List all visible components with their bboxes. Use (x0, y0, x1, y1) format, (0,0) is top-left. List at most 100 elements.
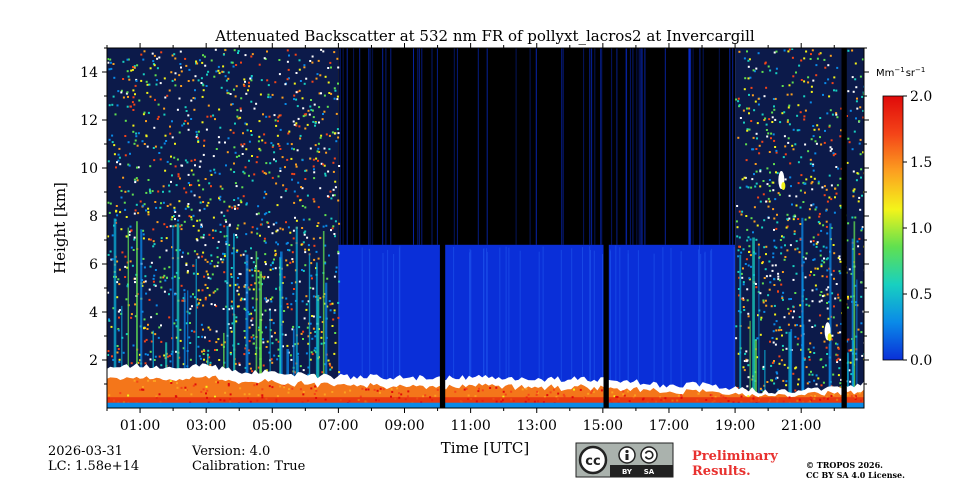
noise-speck (224, 219, 227, 221)
noise-speck (329, 368, 332, 371)
noise-speck (276, 204, 279, 207)
noise-speck (196, 306, 199, 309)
noise-speck (830, 184, 833, 187)
aerosol-speck (398, 392, 400, 395)
noise-speck (766, 183, 769, 186)
noise-speck (765, 123, 768, 126)
noise-speck (115, 166, 117, 169)
noise-speck (745, 185, 748, 188)
aerosol-speck (850, 395, 853, 398)
noise-speck (239, 299, 242, 302)
noise-speck (199, 201, 202, 204)
noise-speck (256, 232, 259, 235)
noise-speck (230, 267, 233, 269)
noise-speck (168, 89, 171, 92)
aerosol-speck (283, 385, 286, 387)
noise-speck (777, 192, 780, 195)
noise-speck (117, 310, 120, 313)
noise-speck (197, 303, 200, 306)
noise-speck (169, 225, 172, 228)
noise-speck (849, 380, 852, 383)
aerosol-speck (474, 395, 477, 398)
noise-speck (753, 220, 756, 223)
noise-speck (767, 216, 770, 219)
noise-speck (303, 317, 306, 320)
noise-speck (205, 128, 208, 131)
noise-speck (215, 70, 218, 73)
noise-speck (832, 269, 835, 272)
noise-speck (792, 75, 795, 78)
noise-speck (781, 271, 784, 273)
noise-speck (788, 312, 791, 315)
noise-speck (329, 190, 332, 193)
noise-speck (825, 346, 828, 349)
noise-speck (820, 263, 823, 266)
noise-speck (793, 230, 796, 233)
noise-speck (118, 360, 121, 363)
noise-speck (828, 125, 831, 128)
x-tick-label: 05:00 (252, 418, 292, 434)
noise-speck (183, 187, 186, 190)
noise-speck (201, 255, 204, 258)
noise-speck (237, 293, 240, 296)
data-gaps-layer (439, 48, 847, 408)
noise-speck (190, 184, 193, 186)
noise-speck (791, 144, 794, 147)
noise-speck (132, 249, 135, 251)
cc-license-badge[interactable]: cc BY SA (575, 442, 674, 478)
noise-speck (218, 197, 221, 200)
noise-speck (156, 67, 159, 70)
noise-speck (222, 65, 225, 68)
noise-speck (821, 325, 824, 328)
noise-speck (782, 291, 785, 294)
noise-speck (196, 272, 199, 275)
noise-speck (329, 61, 332, 64)
noise-speck (179, 225, 182, 228)
noise-speck (737, 97, 740, 100)
noise-speck (265, 172, 268, 175)
noise-speck (274, 267, 277, 270)
noise-speck (310, 351, 313, 354)
noise-speck (145, 191, 148, 194)
noise-speck (229, 129, 232, 132)
noise-speck (822, 381, 825, 384)
noise-speck (304, 169, 307, 172)
aerosol-speck (622, 390, 625, 393)
noise-speck (787, 137, 790, 140)
aerosol-speck (227, 384, 230, 387)
noise-speck (126, 70, 129, 73)
noise-speck (336, 95, 339, 98)
noise-speck (250, 100, 253, 103)
noise-speck (811, 164, 814, 167)
noise-speck (162, 201, 165, 204)
noise-speck (775, 171, 777, 174)
noise-speck (257, 366, 260, 369)
noise-speck (767, 65, 770, 68)
aerosol-speck (227, 383, 230, 385)
noise-speck (787, 366, 790, 369)
noise-speck (320, 336, 323, 339)
noise-speck (108, 318, 110, 321)
noise-speck (814, 140, 817, 143)
noise-speck (754, 163, 757, 165)
noise-speck (263, 240, 266, 243)
noise-speck (232, 131, 235, 134)
noise-speck (187, 203, 190, 205)
aerosol-speck (504, 393, 507, 396)
noise-speck (258, 135, 261, 138)
noise-speck (331, 325, 334, 327)
day-upper-profile (417, 48, 419, 245)
aerosol-speck (832, 393, 835, 396)
noise-speck (821, 186, 824, 189)
noise-speck (333, 51, 336, 54)
noise-speck (134, 93, 136, 96)
noise-speck (305, 303, 308, 306)
noise-speck (840, 107, 843, 110)
noise-speck (746, 128, 749, 131)
profile-streak (187, 290, 189, 408)
noise-speck (284, 166, 286, 169)
noise-speck (152, 63, 155, 65)
noise-speck (793, 310, 795, 313)
noise-speck (769, 274, 772, 277)
noise-speck (153, 283, 156, 286)
